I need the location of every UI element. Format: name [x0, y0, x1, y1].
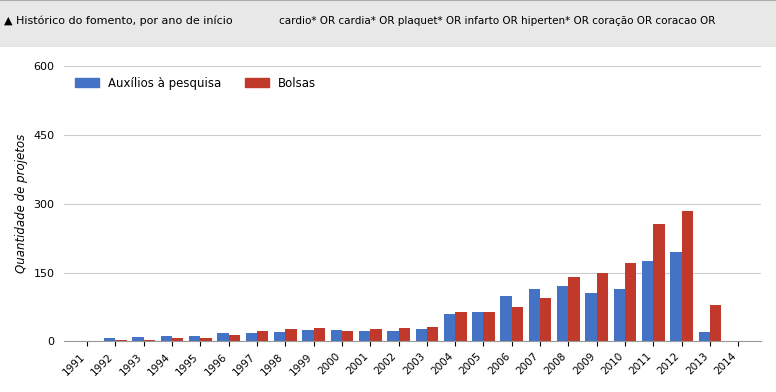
Bar	[274, 332, 286, 341]
Bar	[200, 338, 212, 341]
Bar	[189, 336, 200, 341]
Bar	[670, 252, 681, 341]
Bar	[698, 332, 710, 341]
Bar	[512, 307, 523, 341]
Bar	[370, 328, 382, 341]
Bar	[144, 339, 155, 341]
Bar	[116, 339, 126, 341]
Y-axis label: Quantidade de projetos: Quantidade de projetos	[15, 134, 28, 273]
Bar	[614, 289, 625, 341]
Bar	[359, 331, 370, 341]
Bar	[597, 272, 608, 341]
Bar	[229, 335, 240, 341]
Bar	[257, 331, 268, 341]
Bar	[710, 305, 722, 341]
Bar	[415, 329, 427, 341]
Bar	[342, 331, 353, 341]
Bar	[161, 336, 172, 341]
Bar	[387, 331, 399, 341]
Bar	[456, 312, 466, 341]
Bar	[444, 314, 456, 341]
Bar	[303, 330, 314, 341]
Bar	[681, 211, 693, 341]
Bar	[528, 289, 540, 341]
Bar	[104, 338, 116, 341]
Bar	[286, 329, 296, 341]
Bar	[557, 287, 569, 341]
Bar	[569, 277, 580, 341]
Bar	[217, 333, 229, 341]
Bar	[399, 328, 410, 341]
Bar	[133, 337, 144, 341]
Bar	[625, 263, 636, 341]
Bar	[427, 327, 438, 341]
Bar	[653, 224, 665, 341]
Bar	[642, 261, 653, 341]
Bar	[540, 298, 552, 341]
Bar	[331, 330, 342, 341]
Bar	[246, 333, 257, 341]
Bar	[172, 338, 183, 341]
Bar	[483, 312, 495, 341]
Legend: Auxílios à pesquisa, Bolsas: Auxílios à pesquisa, Bolsas	[71, 72, 320, 94]
Bar	[585, 293, 597, 341]
Text: ▲ Histórico do fomento, por ano de início: ▲ Histórico do fomento, por ano de iníci…	[4, 16, 233, 26]
Bar	[472, 312, 483, 341]
Bar	[501, 296, 512, 341]
Text: cardio* OR cardia* OR plaquet* OR infarto OR hiperten* OR coração OR coracao OR: cardio* OR cardia* OR plaquet* OR infart…	[279, 16, 715, 26]
Bar	[314, 328, 325, 341]
